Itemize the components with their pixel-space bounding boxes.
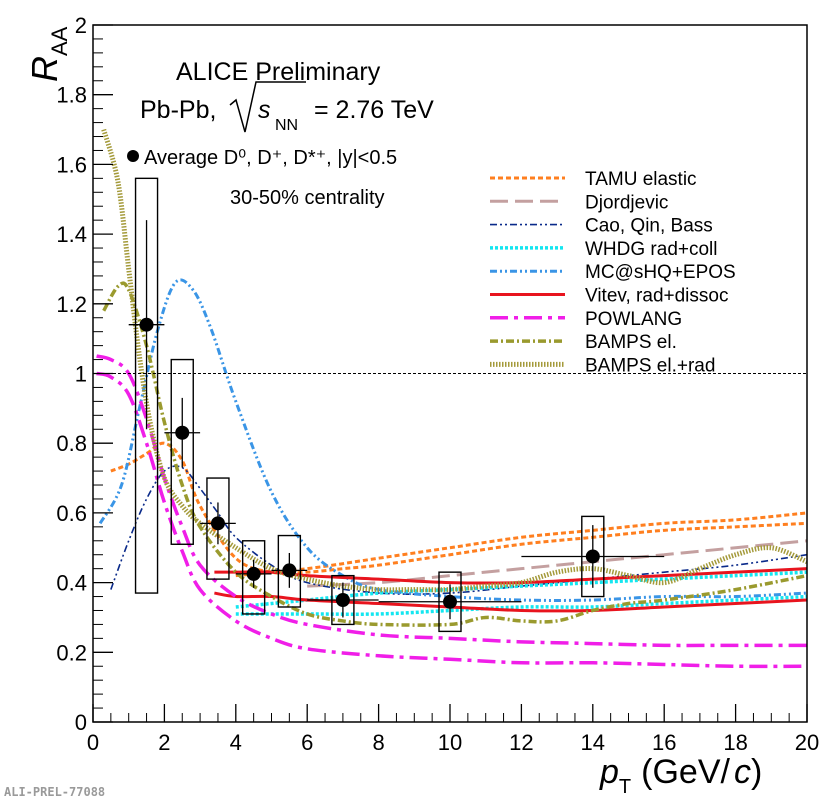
x-tick-label: 18: [723, 730, 747, 755]
x-tick-label: 14: [581, 730, 605, 755]
legend-label: WHDG rad+coll: [585, 239, 718, 260]
svg-text:s: s: [258, 96, 271, 124]
data-point: [585, 549, 600, 564]
systematic-box: [241, 540, 266, 615]
data-point: [335, 593, 350, 608]
systematic-box: [134, 177, 159, 594]
y-tick-label: 0.4: [56, 571, 87, 596]
y-tick-label: 1.6: [56, 152, 87, 177]
measurement-marker: [127, 150, 139, 162]
data-point: [282, 563, 297, 578]
model-curve-tamu-elastic: [235, 511, 807, 578]
legend-label: POWLANG: [585, 309, 682, 330]
model-curve-bamps-el-rad: [101, 128, 807, 593]
model-curve-tamu-elastic: [110, 441, 807, 575]
systematic-uncertainty-boxes: [134, 177, 605, 633]
y-tick-label: 0: [75, 710, 87, 735]
model-curve-powlang: [96, 354, 807, 648]
systematic-box: [277, 534, 302, 608]
data-point: [175, 425, 190, 440]
collision-system-label: Pb-Pb, s NN = 2.76 TeV: [140, 81, 434, 134]
legend-label: BAMPS el.: [585, 332, 677, 353]
x-axis-label: pT (GeV/c): [599, 753, 762, 798]
legend-label: Cao, Qin, Bass: [585, 216, 713, 237]
y-tick-label: 2: [75, 13, 87, 38]
y-tick-label: 1: [75, 362, 87, 387]
x-tick-label: 10: [438, 730, 462, 755]
legend-label: Vitev, rad+dissoc: [585, 286, 728, 307]
measurement-label: Average D⁰, D⁺, D*⁺, |y|<0.5: [144, 147, 397, 169]
data-points: [128, 220, 665, 620]
y-tick-label: 1.8: [56, 83, 87, 108]
centrality-label: 30-50% centrality: [230, 187, 385, 209]
model-curve-djordjevic: [307, 539, 807, 588]
model-curve-whdg-rad-coll: [235, 570, 807, 609]
model-curve-vitev-rad-dissoc: [214, 567, 807, 585]
y-tick-label: 0.2: [56, 640, 87, 665]
y-tick-label: 0.8: [56, 431, 87, 456]
systematic-box: [206, 477, 230, 580]
x-tick-label: 12: [509, 730, 533, 755]
model-curve-powlang: [96, 371, 807, 669]
data-point: [139, 317, 154, 332]
y-axis-ticks: 0 0.2 0.4 0.6 0.8 1 1.2 1.4 1.6 1.8 2: [56, 13, 113, 735]
x-tick-label: 4: [230, 730, 242, 755]
x-tick-label: 2: [158, 730, 170, 755]
data-point: [210, 516, 225, 531]
x-tick-label: 0: [87, 730, 99, 755]
legend-label: Djordjevic: [585, 192, 668, 213]
y-tick-label: 0.6: [56, 501, 87, 526]
data-point: [443, 594, 457, 609]
legend-label: BAMPS el.+rad: [585, 355, 715, 376]
model-curves: [96, 128, 807, 669]
legend-label: MC@sHQ+EPOS: [585, 262, 736, 283]
legend-label: TAMU elastic: [585, 169, 697, 190]
x-axis-ticks: 0 2 4 6 8 10 12 14 16 18 20: [87, 704, 819, 755]
x-tick-label: 20: [795, 730, 819, 755]
y-axis-label: RAA: [24, 26, 72, 82]
svg-text:NN: NN: [275, 117, 298, 134]
model-curve-mc-shq-epos: [98, 278, 807, 602]
x-tick-label: 6: [301, 730, 313, 755]
model-curve-bamps-el: [102, 281, 807, 627]
svg-text:= 2.76 TeV: = 2.76 TeV: [314, 96, 434, 124]
systematic-box: [170, 358, 194, 545]
x-tick-label: 16: [652, 730, 676, 755]
y-tick-label: 1.4: [56, 222, 87, 247]
svg-text:Pb-Pb,: Pb-Pb,: [140, 96, 216, 124]
model-curve-whdg-rad-coll: [235, 594, 807, 616]
x-tick-label: 8: [372, 730, 384, 755]
data-point: [246, 566, 261, 581]
y-tick-label: 1.2: [56, 292, 87, 317]
preliminary-tag: ALI-PREL-77088: [4, 785, 106, 799]
